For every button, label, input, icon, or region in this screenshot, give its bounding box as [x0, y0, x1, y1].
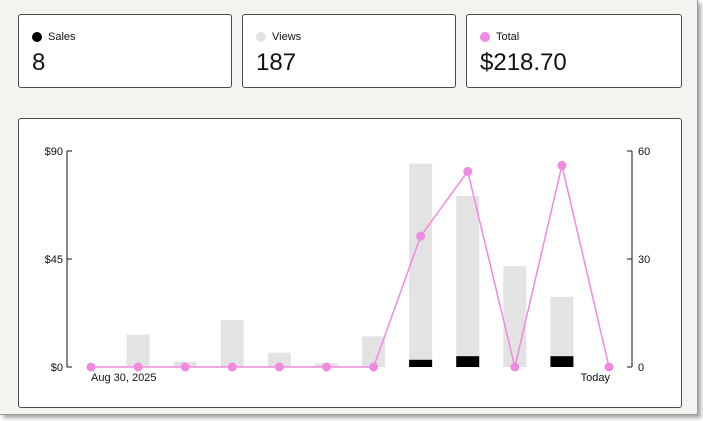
total-legend-dot [480, 32, 490, 42]
dashboard-panel: Sales 8 Views 187 Total $218.70 $90 $45 $0… [0, 0, 698, 415]
chart-card: $90 $45 $0 60 30 0 Aug 30, 2025 Today [18, 118, 682, 408]
total-point [510, 362, 520, 372]
views-bar [550, 296, 574, 367]
stat-label-row: Sales [32, 31, 76, 43]
total-point [463, 166, 473, 176]
x-axis-label-start: Aug 30, 2025 [91, 372, 156, 384]
total-point [274, 362, 284, 372]
stat-label-row: Total [480, 31, 519, 43]
total-point [557, 160, 567, 170]
views-legend-dot [256, 32, 266, 42]
views-bar [267, 352, 291, 367]
stat-value: 187 [256, 49, 297, 76]
right-tick-label: 0 [638, 362, 644, 374]
sales-bar [456, 356, 480, 367]
views-bar [126, 334, 150, 367]
stat-card-views: Views 187 [242, 14, 456, 88]
stat-card-sales: Sales 8 [18, 14, 232, 88]
x-axis-label-end: Today [581, 372, 611, 384]
views-bar [220, 320, 244, 367]
views-bar [362, 336, 386, 367]
left-tick-label: $0 [51, 362, 63, 374]
stat-value: 8 [32, 49, 46, 76]
stat-value: $218.70 [480, 49, 567, 76]
views-bar [503, 266, 527, 367]
right-tick-label: 30 [638, 254, 650, 266]
total-point [604, 362, 614, 372]
total-point [416, 231, 426, 241]
stat-label-row: Views [256, 31, 301, 43]
left-tick-label: $90 [45, 146, 63, 158]
stat-label: Sales [48, 31, 76, 43]
stat-label: Views [272, 31, 302, 43]
total-point [133, 362, 143, 372]
combo-chart: $90 $45 $0 60 30 0 Aug 30, 2025 Today [45, 146, 651, 384]
sales-bar [550, 356, 574, 367]
left-tick-label: $45 [45, 254, 63, 266]
total-point [369, 362, 379, 372]
views-bar [409, 163, 433, 367]
views-bar [456, 196, 480, 367]
stat-card-total: Total $218.70 [466, 14, 682, 88]
sales-bar [409, 359, 433, 367]
total-line [91, 165, 610, 368]
total-point [86, 362, 96, 372]
sales-legend-dot [32, 32, 42, 42]
stat-label: Total [496, 31, 520, 43]
right-tick-label: 60 [638, 146, 650, 158]
total-point [180, 362, 190, 372]
total-point [227, 362, 237, 372]
total-point [321, 362, 331, 372]
